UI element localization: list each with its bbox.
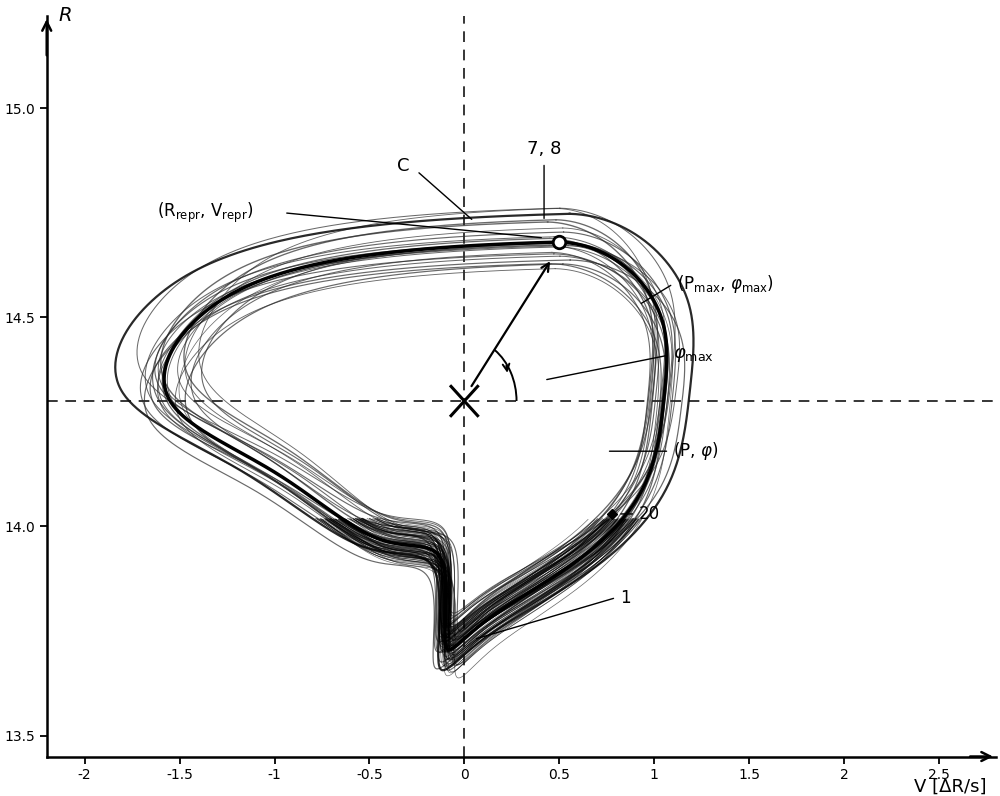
Text: C: C — [397, 157, 410, 175]
Text: (R$_{\rm repr}$, V$_{\rm repr}$): (R$_{\rm repr}$, V$_{\rm repr}$) — [157, 201, 253, 225]
Text: (P, $\varphi$): (P, $\varphi$) — [673, 440, 718, 462]
Text: V [ΔR/s]: V [ΔR/s] — [914, 778, 986, 795]
Text: (P$_{\rm max}$, $\varphi_{\rm max}$): (P$_{\rm max}$, $\varphi_{\rm max}$) — [677, 273, 774, 295]
Text: $\varphi_{\rm max}$: $\varphi_{\rm max}$ — [673, 346, 714, 364]
Text: 1: 1 — [620, 588, 631, 607]
Text: 20: 20 — [639, 505, 660, 523]
Text: R: R — [58, 6, 72, 25]
Text: 7, 8: 7, 8 — [527, 140, 561, 158]
